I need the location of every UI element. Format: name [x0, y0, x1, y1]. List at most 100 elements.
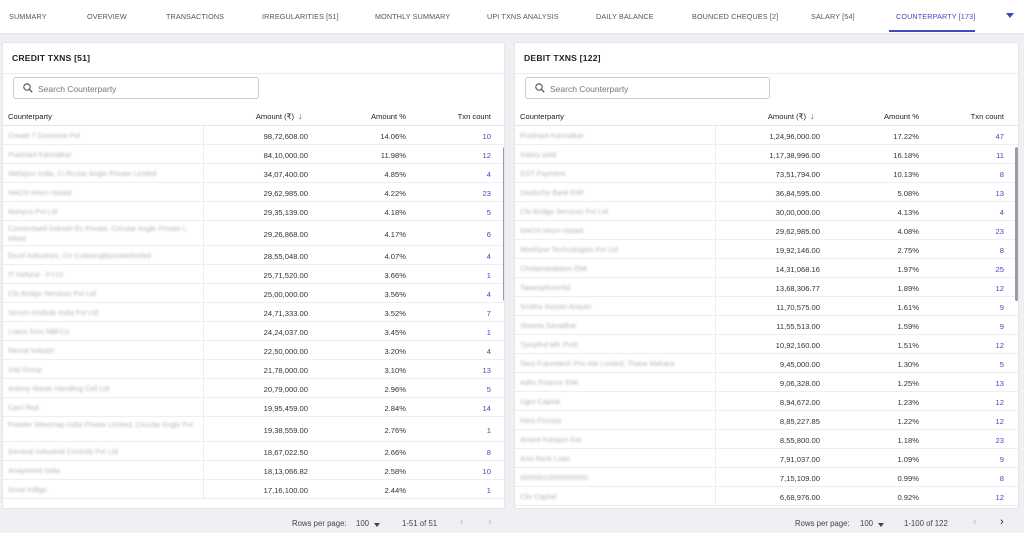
- counterparty-name: Smitha Suryan Arayan: [520, 302, 592, 311]
- sort-arrow-down-icon[interactable]: ↓: [810, 111, 815, 121]
- column-divider: [715, 487, 716, 506]
- credit-scrollbar[interactable]: [503, 147, 504, 301]
- txn-count-link[interactable]: 7: [486, 309, 491, 318]
- txn-count-link[interactable]: 5: [486, 208, 491, 217]
- txn-count-link[interactable]: 1: [486, 426, 491, 435]
- txn-count-link[interactable]: 23: [995, 227, 1004, 236]
- txn-count-link[interactable]: 10: [482, 132, 491, 141]
- amount-cell: 24,71,333.00: [263, 309, 308, 318]
- amount-cell: 9,45,000.00: [779, 360, 820, 369]
- txn-count-link[interactable]: 12: [995, 417, 1004, 426]
- amount-cell: 73,51,794.00: [775, 170, 820, 179]
- amount-cell: 24,24,037.00: [263, 328, 308, 337]
- txn-count-link[interactable]: 12: [995, 341, 1004, 350]
- txn-count-link[interactable]: 23: [482, 189, 491, 198]
- txn-count-link[interactable]: 12: [995, 493, 1004, 502]
- txn-count-link[interactable]: 4: [486, 347, 491, 356]
- header-counterparty[interactable]: Counterparty: [520, 112, 564, 121]
- tab-monthly-summary[interactable]: MONTHLY SUMMARY: [375, 12, 451, 21]
- debit-search-field[interactable]: [525, 77, 770, 99]
- previous-page-icon[interactable]: ‹: [460, 516, 464, 528]
- counterparty-name: Cfo Bridge Services Pvt Ltd: [520, 207, 608, 216]
- header-amount-percent[interactable]: Amount %: [370, 112, 406, 121]
- txn-count-link[interactable]: 13: [995, 379, 1004, 388]
- txn-count-link[interactable]: 8: [999, 246, 1004, 255]
- previous-page-icon[interactable]: ‹: [973, 516, 977, 528]
- txn-count-link[interactable]: 25: [995, 265, 1004, 274]
- amount-percent-cell: 1.30%: [897, 360, 919, 369]
- txn-count-link[interactable]: 5: [999, 360, 1004, 369]
- amount-cell: 29,62,985.00: [775, 227, 820, 236]
- txn-count-link[interactable]: 12: [482, 151, 491, 160]
- debit-search-input[interactable]: [550, 81, 760, 96]
- txn-count-link[interactable]: 13: [482, 366, 491, 375]
- txn-count-link[interactable]: 1: [486, 271, 491, 280]
- txn-count-link[interactable]: 9: [999, 322, 1004, 331]
- header-counterparty[interactable]: Counterparty: [8, 112, 52, 121]
- counterparty-name: Serum Institute India Pvt Ltd: [8, 308, 99, 317]
- counterparty-name: Clix Capital: [520, 492, 557, 501]
- rows-per-page-select[interactable]: 100: [356, 519, 370, 528]
- txn-count-link[interactable]: 4: [486, 170, 491, 179]
- more-tabs-chevron-down-icon[interactable]: [1006, 13, 1014, 18]
- rows-per-page-label: Rows per page:: [292, 519, 347, 528]
- rows-per-page-select[interactable]: 100: [860, 519, 874, 528]
- txn-count-link[interactable]: 11: [996, 151, 1004, 160]
- tab-irregularities[interactable]: IRREGULARITIES [51]: [262, 12, 339, 21]
- txn-count-link[interactable]: 1: [486, 486, 491, 495]
- txn-count-link[interactable]: 1: [486, 328, 491, 337]
- tab-overview[interactable]: OVERVIEW: [87, 12, 127, 21]
- column-divider: [715, 183, 716, 202]
- column-divider: [203, 284, 204, 303]
- amount-percent-cell: 3.10%: [384, 366, 406, 375]
- sort-arrow-down-icon[interactable]: ↓: [298, 111, 303, 121]
- header-txn-count[interactable]: Txn count: [970, 112, 1004, 121]
- header-amount[interactable]: Amount (₹): [255, 112, 294, 121]
- credit-search-input[interactable]: [38, 81, 248, 96]
- txn-count-link[interactable]: 10: [482, 467, 491, 476]
- debit-scrollbar[interactable]: [1015, 147, 1018, 301]
- txn-count-link[interactable]: 4: [486, 290, 491, 299]
- table-row: Anand Karapur Kar 8,55,800.00 1.18% 23: [515, 430, 1018, 449]
- txn-count-link[interactable]: 4: [486, 252, 491, 261]
- table-row: Shweta Savadkar 11,55,513.00 1.59% 9: [515, 316, 1018, 335]
- txn-count-link[interactable]: 8: [486, 448, 491, 457]
- counterparty-name: Create 7 Groomoe Pvt: [8, 131, 80, 140]
- txn-count-link[interactable]: 8: [999, 474, 1004, 483]
- next-page-icon[interactable]: ›: [488, 516, 492, 528]
- tab-counterparty[interactable]: COUNTERPARTY [173]: [896, 12, 976, 21]
- txn-count-link[interactable]: 23: [995, 436, 1004, 445]
- tab-salary[interactable]: SALARY [54]: [811, 12, 855, 21]
- table-row: Smitha Suryan Arayan 11,70,575.00 1.61% 9: [515, 297, 1018, 316]
- search-icon: [23, 83, 33, 93]
- txn-count-link[interactable]: 14: [482, 404, 491, 413]
- tab-bounced-cheques[interactable]: BOUNCED CHEQUES [2]: [692, 12, 779, 21]
- column-divider: [203, 265, 204, 284]
- tab-summary[interactable]: SUMMARY: [9, 12, 47, 21]
- txn-count-link[interactable]: 9: [999, 303, 1004, 312]
- txn-count-link[interactable]: 13: [995, 189, 1004, 198]
- txn-count-link[interactable]: 12: [995, 284, 1004, 293]
- chevron-down-icon[interactable]: [374, 523, 380, 527]
- amount-percent-cell: 4.07%: [384, 252, 406, 261]
- txn-count-link[interactable]: 9: [999, 455, 1004, 464]
- tab-daily-balance[interactable]: DAILY BALANCE: [596, 12, 654, 21]
- txn-count-link[interactable]: 8: [999, 170, 1004, 179]
- chevron-down-icon[interactable]: [878, 523, 884, 527]
- txn-count-link[interactable]: 47: [995, 132, 1004, 141]
- txn-count-link[interactable]: 6: [486, 230, 491, 239]
- credit-search-field[interactable]: [13, 77, 259, 99]
- table-row: Salary paid 1,17,38,996.00 16.18% 11: [515, 145, 1018, 164]
- tab-transactions[interactable]: TRANSACTIONS: [166, 12, 225, 21]
- tab-upi-txns-analysis[interactable]: UPI TXNS ANALYSIS: [487, 12, 559, 21]
- table-row: Powder Westmap India Private Limited, Ci…: [3, 417, 504, 442]
- txn-count-link[interactable]: 12: [995, 398, 1004, 407]
- txn-count-link[interactable]: 5: [486, 385, 491, 394]
- txn-count-link[interactable]: 4: [999, 208, 1004, 217]
- column-divider: [715, 316, 716, 335]
- debit-panel-title: DEBIT TXNS [122]: [524, 53, 601, 63]
- header-amount[interactable]: Amount (₹): [767, 112, 806, 121]
- next-page-icon[interactable]: ›: [1000, 516, 1004, 528]
- header-amount-percent[interactable]: Amount %: [883, 112, 919, 121]
- header-txn-count[interactable]: Txn count: [457, 112, 491, 121]
